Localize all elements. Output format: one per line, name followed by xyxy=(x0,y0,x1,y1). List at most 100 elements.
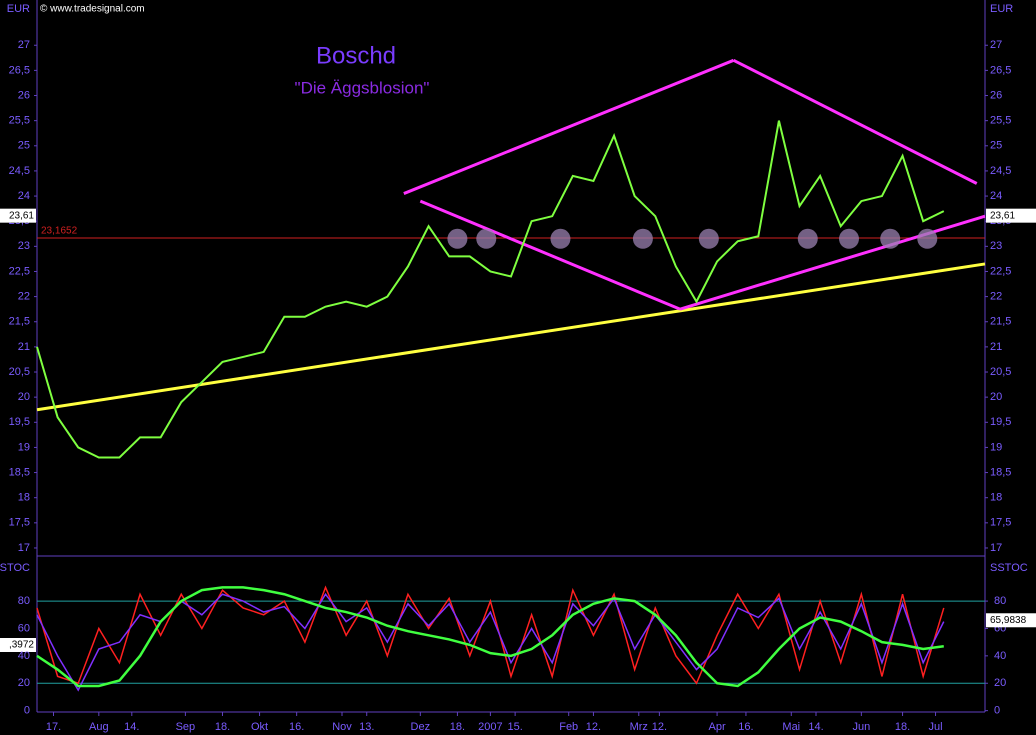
touch-marker xyxy=(698,228,719,249)
stoch-label-right: SSTOC xyxy=(990,562,1028,574)
stoch-line xyxy=(36,592,945,692)
chart-subtitle: "Die Äggsblosion" xyxy=(295,78,430,97)
trend-line xyxy=(403,58,735,195)
touch-marker xyxy=(476,228,497,249)
x-tick-label: Okt xyxy=(251,721,268,733)
stoch-tick-label: 80 xyxy=(18,595,30,607)
y-tick-label: 25,5 xyxy=(990,115,1011,127)
x-tick-label: 18. xyxy=(215,721,230,733)
y-tick-label: 26 xyxy=(18,89,30,101)
last-price-box xyxy=(0,208,36,223)
y-tick-label: 20,5 xyxy=(990,366,1011,378)
y-tick-label: 20 xyxy=(18,391,30,403)
x-tick-label: Mai xyxy=(782,721,800,733)
x-tick-label: Dez xyxy=(411,721,431,733)
stoch-tick-label: 0 xyxy=(994,705,1000,717)
stoch-tick-label: 0 xyxy=(24,705,30,717)
y-tick-label: 21 xyxy=(990,341,1002,353)
stoch-last-label: 65,9838 xyxy=(990,615,1027,626)
stoch-tick-label: 20 xyxy=(994,677,1006,689)
x-tick-label: Apr xyxy=(709,721,726,733)
x-tick-label: 14. xyxy=(124,721,139,733)
y-tick-label: 24,5 xyxy=(990,165,1011,177)
last-price-box xyxy=(986,208,1036,223)
y-tick-label: 26 xyxy=(990,89,1002,101)
stoch-last-box xyxy=(986,613,1036,628)
y-tick-label: 21 xyxy=(18,341,30,353)
x-tick-label: Jun xyxy=(852,721,870,733)
y-tick-label: 22 xyxy=(18,291,30,303)
trend-line xyxy=(419,199,681,311)
y-tick-label: 18,5 xyxy=(990,466,1011,478)
currency-right: EUR xyxy=(990,3,1013,15)
x-tick-label: 18. xyxy=(450,721,465,733)
stoch-tick-label: 40 xyxy=(18,650,30,662)
x-tick-label: 17. xyxy=(46,721,61,733)
x-tick-label: 12. xyxy=(652,721,667,733)
touch-marker xyxy=(632,228,653,249)
left-value-box xyxy=(0,638,36,652)
currency-left: EUR xyxy=(7,3,30,15)
y-tick-label: 18,5 xyxy=(9,466,30,478)
y-tick-label: 19,5 xyxy=(9,416,30,428)
stoch-tick-label: 60 xyxy=(18,622,30,634)
y-tick-label: 24 xyxy=(18,190,30,202)
y-tick-label: 23 xyxy=(18,240,30,252)
x-tick-label: 13. xyxy=(359,721,374,733)
stoch-tick-label: 20 xyxy=(18,677,30,689)
touch-marker xyxy=(838,228,859,249)
y-tick-label: 22,5 xyxy=(9,265,30,277)
touch-marker xyxy=(550,228,571,249)
y-tick-label: 19 xyxy=(990,441,1002,453)
chart-title: Boschd xyxy=(316,42,396,69)
touch-marker xyxy=(447,228,468,249)
x-tick-label: Feb xyxy=(559,721,578,733)
x-tick-label: 2007 xyxy=(478,721,502,733)
touch-marker xyxy=(797,228,818,249)
y-tick-label: 19 xyxy=(18,441,30,453)
stoch-tick-label: 40 xyxy=(994,650,1006,662)
y-tick-label: 21,5 xyxy=(990,316,1011,328)
y-tick-label: 21,5 xyxy=(9,316,30,328)
stoch-line xyxy=(36,586,944,688)
trend-line xyxy=(732,58,978,185)
y-tick-label: 19,5 xyxy=(990,416,1011,428)
x-tick-label: 16. xyxy=(289,721,304,733)
y-tick-label: 17,5 xyxy=(990,517,1011,529)
source: © www.tradesignal.com xyxy=(40,4,145,15)
left-value-label: ,3972 xyxy=(9,640,34,651)
y-tick-label: 27 xyxy=(18,39,30,51)
y-tick-label: 18 xyxy=(18,492,30,504)
touch-marker xyxy=(917,228,938,249)
y-tick-label: 25,5 xyxy=(9,115,30,127)
y-tick-label: 24 xyxy=(990,190,1002,202)
y-tick-label: 27 xyxy=(990,39,1002,51)
x-tick-label: 12. xyxy=(586,721,601,733)
x-tick-label: 15. xyxy=(507,721,522,733)
x-tick-label: 16. xyxy=(738,721,753,733)
x-tick-label: 18. xyxy=(895,721,910,733)
y-tick-label: 20 xyxy=(990,391,1002,403)
stoch-tick-label: 80 xyxy=(994,595,1006,607)
x-tick-label: Aug xyxy=(89,721,109,733)
y-tick-label: 22 xyxy=(990,291,1002,303)
touch-marker xyxy=(880,228,901,249)
y-tick-label: 24,5 xyxy=(9,165,30,177)
y-tick-label: 20,5 xyxy=(9,366,30,378)
x-tick-label: Sep xyxy=(176,721,196,733)
y-tick-label: 18 xyxy=(990,492,1002,504)
y-tick-label: 17,5 xyxy=(9,517,30,529)
x-tick-label: Jul xyxy=(929,721,943,733)
x-tick-label: Mrz xyxy=(630,721,648,733)
y-tick-label: 17 xyxy=(990,542,1002,554)
support-label: 23,1652 xyxy=(41,226,78,237)
trend-line xyxy=(36,262,986,412)
price-line xyxy=(36,120,945,459)
y-tick-label: 25 xyxy=(18,140,30,152)
y-tick-label: 22,5 xyxy=(990,265,1011,277)
last-price-label: 23,61 xyxy=(990,210,1015,221)
stoch-label-left: SSTOC xyxy=(0,562,30,574)
y-tick-label: 26,5 xyxy=(990,64,1011,76)
